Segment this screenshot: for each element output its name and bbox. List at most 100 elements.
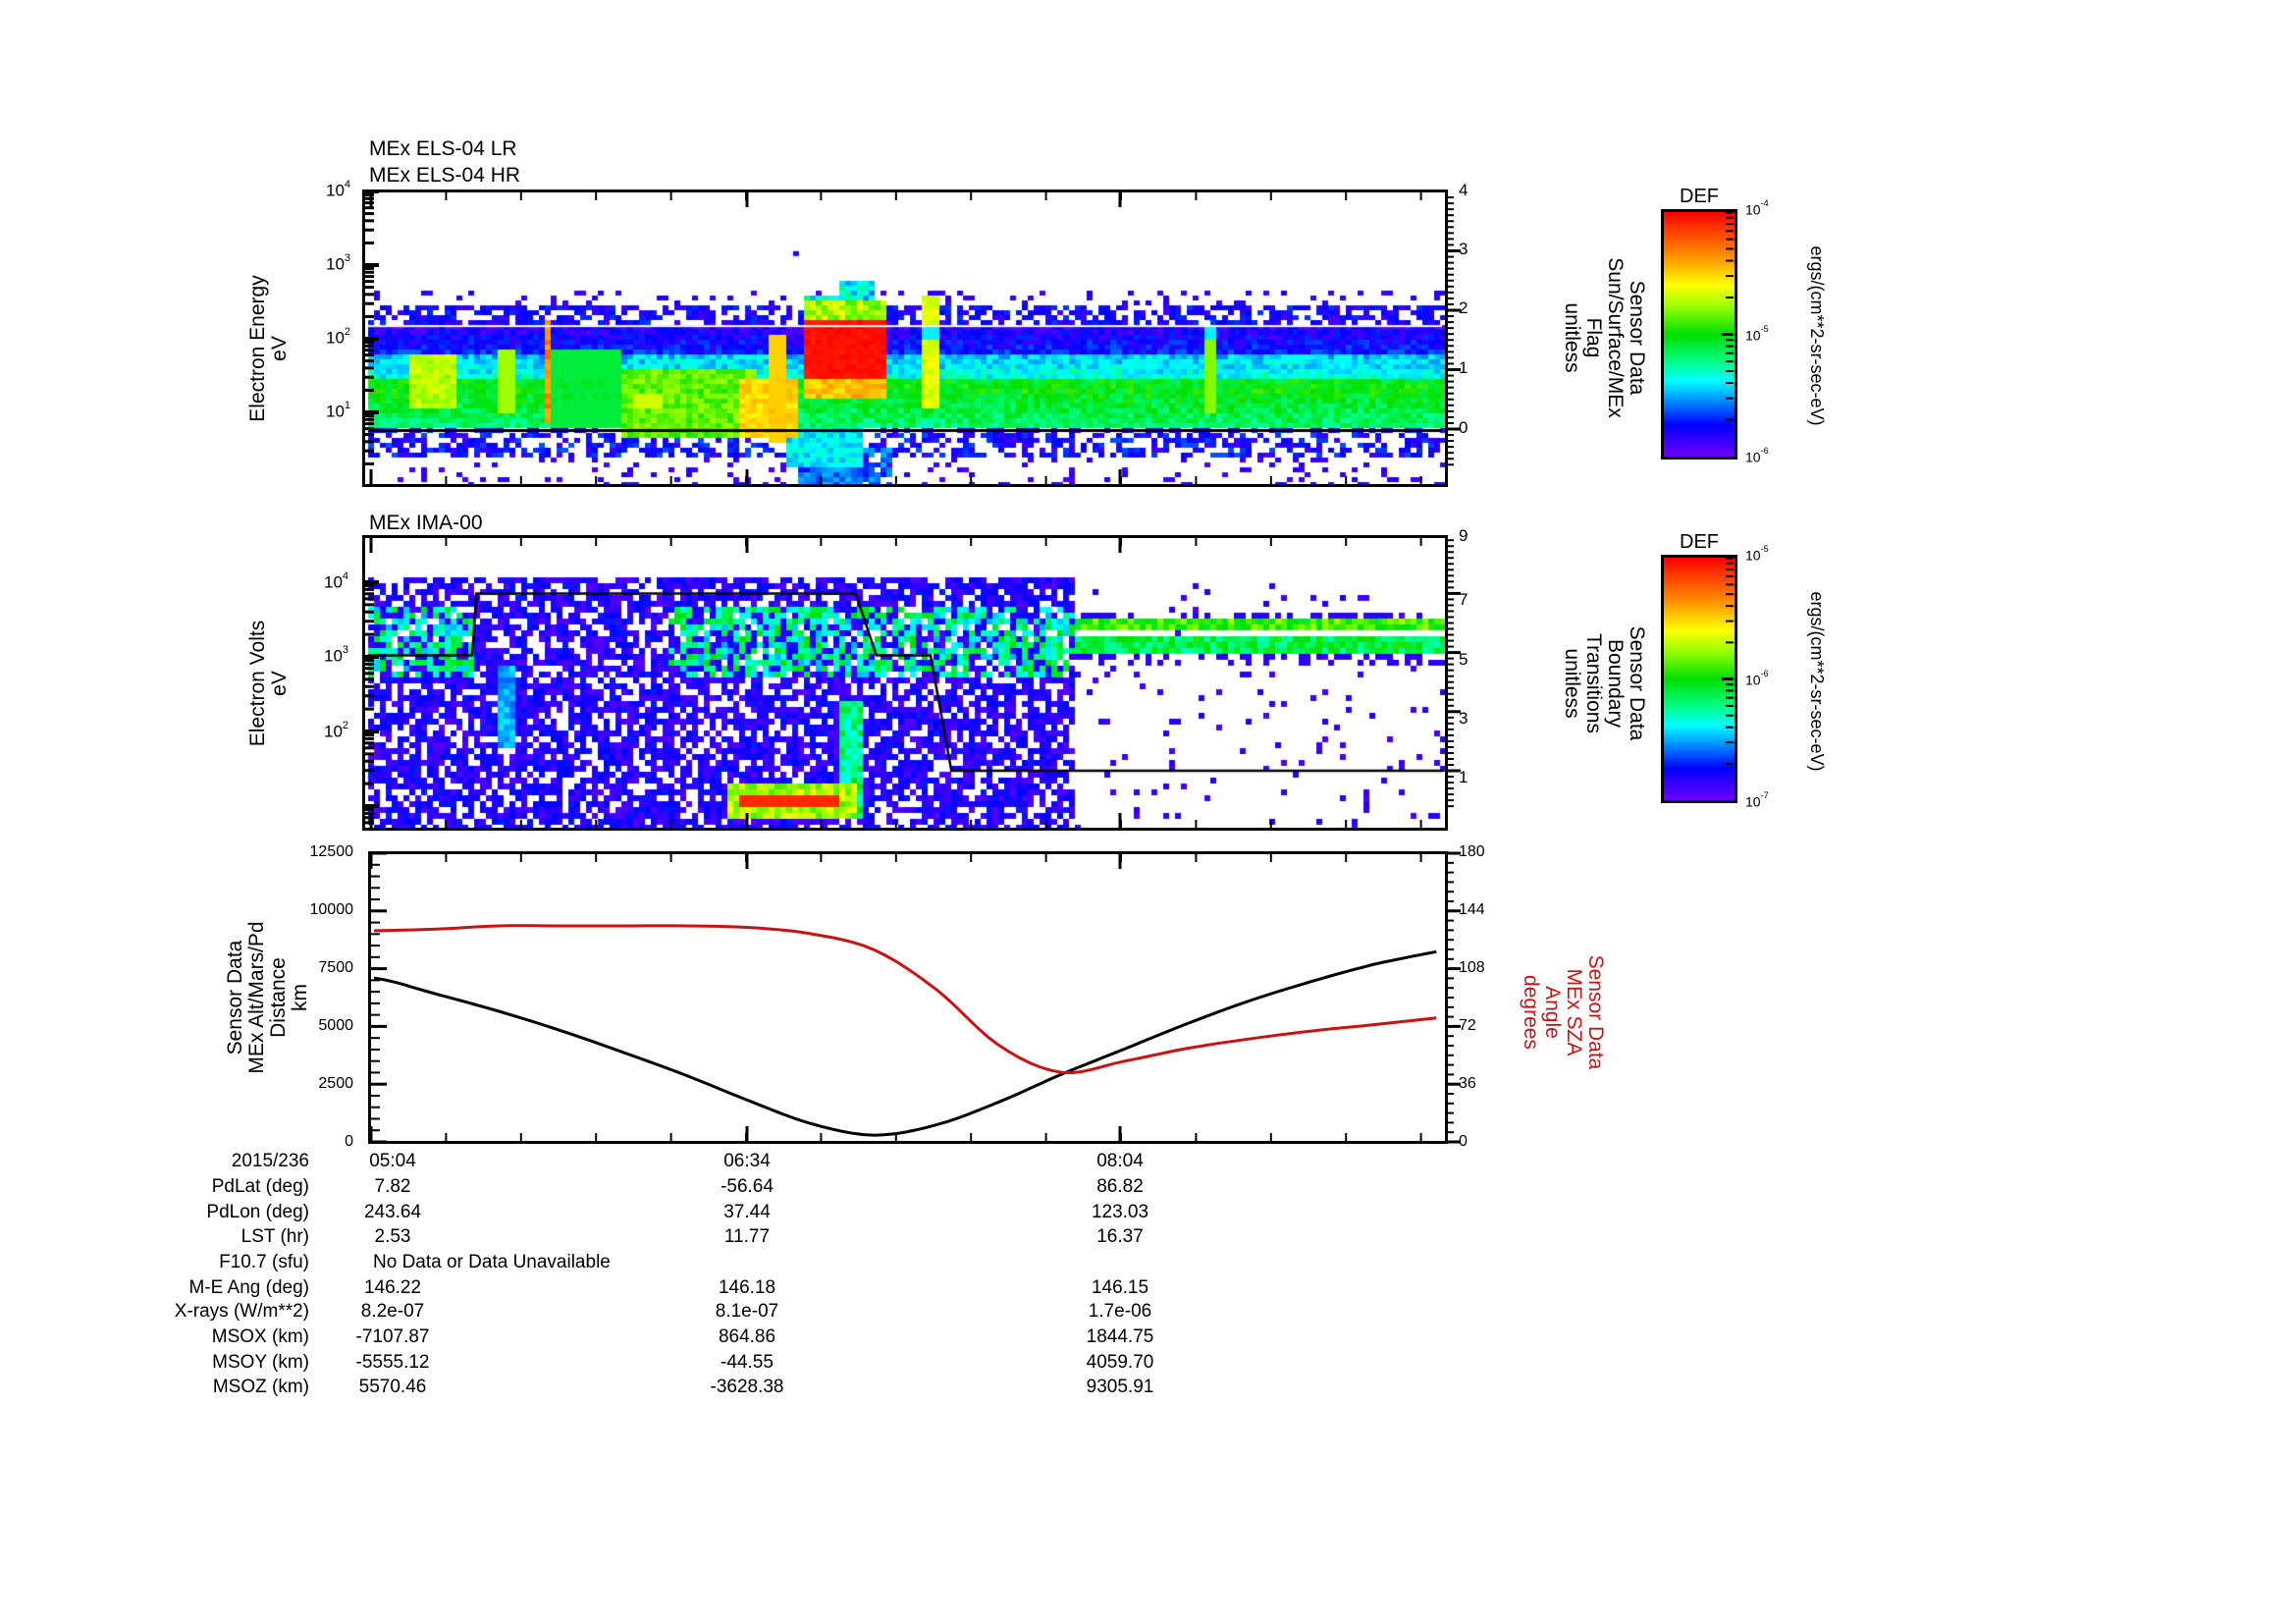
ima-right-ylabel-line1: Sensor Data [1626,625,1648,741]
ima-cbar-tick-top: 10-5 [1745,544,1769,564]
els-colorbar [1661,209,1737,460]
sza-line [373,924,1437,1075]
ima-rtick-9: 9 [1459,526,1468,545]
els-rtick-2: 2 [1459,298,1468,317]
ima-right-ylabel: Sensor Data Boundary Transitions unitles… [1553,546,1648,821]
ephemeris-value: 864.86 [718,1326,776,1347]
orbit-rtick-0: 0 [1459,1133,1468,1150]
els-spectrogram-image [365,192,1445,484]
ephemeris-value: -7107.87 [355,1326,430,1347]
ima-ylabel-line2: eV [268,671,291,696]
els-ytick-1e1: 101 [326,400,351,421]
ephemeris-value: 1.7e-06 [1088,1301,1152,1322]
ima-cbar-tick-bot: 10-7 [1745,790,1769,810]
ephemeris-value: 4059.70 [1086,1352,1154,1373]
ephemeris-value: 243.64 [363,1202,422,1222]
els-cbar-tick-bot: 10-6 [1745,446,1769,465]
ephemeris-row-label: MSOX (km) [211,1326,309,1347]
ima-cbar-tick-mid: 10-6 [1745,669,1769,688]
orbit-ytick-7500: 7500 [318,959,353,976]
ephemeris-row-label: X-rays (W/m**2) [174,1301,309,1322]
ephemeris-value: -44.55 [721,1352,774,1373]
ima-ylabel-line1: Electron Volts [246,620,269,747]
ima-rtick-5: 5 [1459,650,1468,669]
els-right-ylabel-line2: Sun/Surface/MEx [1604,257,1627,418]
orbit-right-ylabel-line1: Sensor Data [1584,954,1607,1070]
ephemeris-value: 8.1e-07 [715,1301,779,1322]
ephemeris-row-label: MSOZ (km) [212,1377,309,1397]
ima-rtick-1: 1 [1459,768,1468,786]
ima-colorbar-title: DEF [1680,531,1719,553]
orbit-right-ylabel: Sensor Data MEx SZA Angle degrees [1516,885,1607,1140]
els-ylabel-line2: eV [268,336,291,361]
ima-colorbar [1661,555,1737,803]
ima-rtick-3: 3 [1459,709,1468,728]
els-right-ylabel-line3: Flag [1582,317,1605,358]
orbit-ytick-2500: 2500 [318,1075,353,1092]
ephemeris-value: 37.44 [723,1202,771,1222]
ephemeris-value: 11.77 [723,1226,771,1247]
els-right-ylabel-line4: unitless [1561,302,1583,373]
ephemeris-row-label: 2015/236 [231,1151,309,1171]
ephemeris-row-label: M-E Ang (deg) [188,1277,310,1298]
els-cbar-tick-mid: 10-5 [1745,324,1769,344]
ephemeris-value: 146.22 [363,1277,422,1298]
ephemeris-value: 146.15 [1091,1277,1149,1298]
orbit-rtick-72: 72 [1459,1017,1476,1034]
orbit-rtick-36: 36 [1459,1075,1476,1092]
ephemeris-value: 16.37 [1096,1226,1144,1247]
ephemeris-value: No Data or Data Unavailable [373,1252,611,1272]
ima-ytick-1e2: 102 [324,720,349,741]
ephemeris-value: 5570.46 [358,1377,427,1397]
els-rtick-0: 0 [1459,418,1468,437]
ima-ylabel: Electron Volts eV [246,585,294,782]
ima-title: MEx IMA-00 [369,512,483,534]
els-rtick-4: 4 [1459,181,1468,199]
orbit-right-ylabel-line4: degrees [1520,975,1542,1050]
ephemeris-value: 1844.75 [1086,1326,1154,1347]
orbit-rtick-108: 108 [1459,959,1485,976]
ima-right-ylabel-line3: Transitions [1582,633,1605,733]
ephemeris-row-label: PdLon (deg) [206,1202,309,1222]
orbit-rtick-144: 144 [1459,901,1485,918]
ephemeris-value: -5555.12 [355,1352,430,1373]
ephemeris-value: -3628.38 [710,1377,784,1397]
orbit-ylabel-line3: Distance [267,957,290,1038]
ephemeris-value: 8.2e-07 [360,1301,425,1322]
orbit-right-ylabel-line2: MEx SZA [1563,968,1585,1056]
els-colorbar-title: DEF [1680,186,1719,207]
ephemeris-value: 06:34 [723,1151,771,1171]
orbit-ytick-12500: 12500 [309,843,354,860]
ephemeris-value: 86.82 [1096,1176,1144,1197]
orbit-ytick-0: 0 [345,1133,353,1150]
ephemeris-row-label: PdLat (deg) [211,1176,309,1197]
orbit-ylabel-line1: Sensor Data [224,940,246,1055]
ima-right-ylabel-line4: unitless [1561,648,1583,719]
orbit-rtick-180: 180 [1459,843,1485,860]
els-ytick-1e3: 103 [326,252,351,274]
orbit-ylabel-line2: MEx Alt/Mars/Pd [245,921,268,1074]
ephemeris-value: 9305.91 [1086,1377,1154,1397]
ephemeris-value: -56.64 [721,1176,774,1197]
ima-spectrogram [362,535,1448,831]
els-colorbar-units: ergs/(cm**2-sr-sec-eV) [1807,245,1827,426]
altitude-line [373,949,1437,1137]
ephemeris-value: 2.53 [374,1226,411,1247]
ephemeris-row-label: MSOY (km) [212,1352,309,1373]
ima-right-ylabel-line2: Boundary [1604,639,1627,728]
els-spectrogram [362,189,1448,487]
ephemeris-value: 05:04 [369,1151,416,1171]
els-right-ylabel-line1: Sensor Data [1626,280,1648,396]
ephemeris-row-label: LST (hr) [240,1226,309,1247]
orbit-right-ylabel-line3: Angle [1541,986,1564,1039]
els-cbar-tick-top: 10-4 [1745,198,1769,218]
ephemeris-value: 123.03 [1091,1202,1149,1222]
orbit-ytick-5000: 5000 [318,1017,353,1034]
ephemeris-value: 7.82 [374,1176,411,1197]
ima-ytick-1e4: 104 [324,570,349,592]
orbit-lines [373,924,1437,1137]
ima-spectrogram-image [365,538,1445,828]
els-title-lr: MEx ELS-04 LR [369,137,517,160]
els-ytick-1e4: 104 [326,179,351,200]
els-ylabel-line1: Electron Energy [246,275,269,422]
